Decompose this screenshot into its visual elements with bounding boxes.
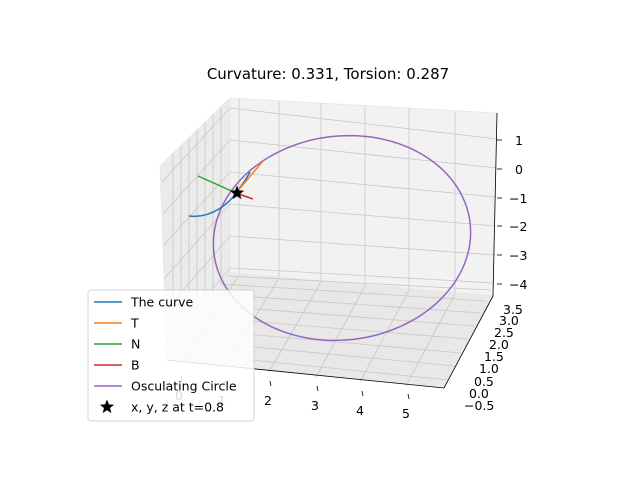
back-z-gridline	[229, 267, 495, 284]
y-tick-label: 1.0	[479, 361, 499, 376]
legend-label: The curve	[130, 295, 194, 310]
y-tick-label: 3.0	[499, 313, 519, 328]
floor-x-gridline	[268, 281, 322, 373]
z-tick-label: −4	[509, 277, 527, 292]
side-z-gridline	[162, 139, 231, 215]
x-tick-mark	[316, 385, 319, 392]
y-tick-label: −0.5	[464, 398, 494, 413]
x-tick-label: 4	[356, 403, 364, 418]
back-z-gridline	[229, 203, 496, 227]
z-tick-label: 1	[515, 133, 523, 148]
side-z-gridline	[162, 171, 231, 247]
floor-y-gridline	[212, 293, 481, 314]
y-tick-label: 2.5	[494, 325, 514, 340]
x-tick-label: 5	[402, 406, 410, 421]
z-axis-line	[492, 112, 498, 297]
legend-label: B	[131, 358, 140, 373]
tick-labels: 012345−0.50.00.51.01.52.02.53.03.510−1−2…	[175, 133, 527, 421]
legend-star-swatch	[99, 399, 115, 414]
x-tick-mark	[269, 380, 272, 387]
tangent-vector-line	[235, 160, 264, 194]
y-tick-label: 3.5	[503, 302, 523, 317]
y-tick-label: 2.0	[489, 337, 509, 352]
x-tick-label: 2	[264, 393, 272, 408]
y-tick-label: 0.5	[474, 374, 494, 389]
chart-title: Curvature: 0.331, Torsion: 0.287	[207, 65, 449, 83]
floor-x-gridline	[315, 285, 366, 378]
normal-vector-line	[197, 175, 237, 194]
legend-label: x, y, z at t=0.8	[131, 400, 224, 415]
point-star-marker	[229, 185, 245, 200]
back-pane	[229, 97, 498, 297]
floor-x-gridline	[359, 289, 410, 383]
legend-label: Osculating Circle	[131, 379, 237, 394]
y-axis-line	[443, 295, 494, 389]
z-tick-label: −3	[509, 248, 527, 263]
curve-line	[188, 171, 251, 218]
y-tick-label: 1.5	[484, 349, 504, 364]
legend-box	[87, 289, 255, 422]
osculating-circle-line	[212, 134, 472, 342]
y-tick-label: 0.0	[469, 386, 489, 401]
legend-label: T	[130, 316, 139, 331]
x-tick-mark	[407, 393, 410, 400]
floor-y-gridline	[226, 275, 492, 291]
back-z-gridline	[229, 171, 497, 198]
z-tick-label: −2	[509, 219, 527, 234]
back-z-gridline	[229, 139, 498, 169]
z-tick-label: 0	[515, 162, 523, 177]
legend-label: N	[131, 337, 140, 352]
x-tick-mark	[361, 390, 364, 397]
legend: The curve TNB Osculating Circle x, y, z at …	[87, 289, 255, 422]
z-tick-label: −1	[509, 191, 527, 206]
floor-x-gridline	[405, 293, 456, 387]
back-z-gridline	[229, 107, 498, 140]
x-tick-label: 3	[311, 398, 319, 413]
back-z-gridline	[229, 235, 496, 256]
